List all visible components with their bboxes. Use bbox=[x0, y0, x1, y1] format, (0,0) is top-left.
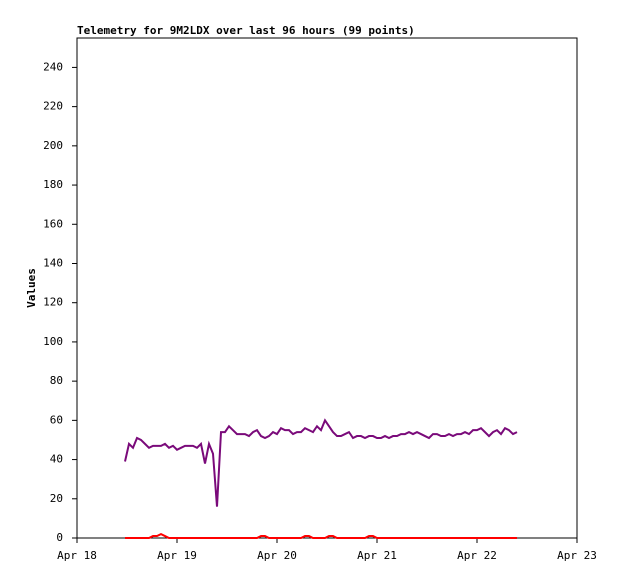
y-tick-label: 180 bbox=[43, 178, 63, 191]
y-tick-label: 100 bbox=[43, 335, 63, 348]
y-tick-label: 220 bbox=[43, 100, 63, 113]
series-line bbox=[124, 418, 518, 507]
y-tick-label: 120 bbox=[43, 296, 63, 309]
x-tick-label: Apr 18 bbox=[57, 549, 97, 562]
x-tick-label: Apr 19 bbox=[157, 549, 197, 562]
x-tick-label: Apr 23 bbox=[557, 549, 597, 562]
x-tick-label: Apr 21 bbox=[357, 549, 397, 562]
chart-title: Telemetry for 9M2LDX over last 96 hours … bbox=[77, 24, 415, 37]
y-tick-label: 200 bbox=[43, 139, 63, 152]
series-line bbox=[125, 532, 517, 539]
y-tick-label: 80 bbox=[50, 374, 63, 387]
y-tick-label: 40 bbox=[50, 453, 63, 466]
y-tick-label: 240 bbox=[43, 60, 63, 73]
y-tick-label: 20 bbox=[50, 492, 63, 505]
y-tick-label: 140 bbox=[43, 256, 63, 269]
y-axis-label: Values bbox=[25, 268, 38, 308]
y-tick-label: 160 bbox=[43, 217, 63, 230]
plot-frame bbox=[76, 37, 578, 539]
x-tick-label: Apr 20 bbox=[257, 549, 297, 562]
y-tick-label: 60 bbox=[50, 413, 63, 426]
y-tick-label: 0 bbox=[56, 531, 63, 544]
x-tick-label: Apr 22 bbox=[457, 549, 497, 562]
